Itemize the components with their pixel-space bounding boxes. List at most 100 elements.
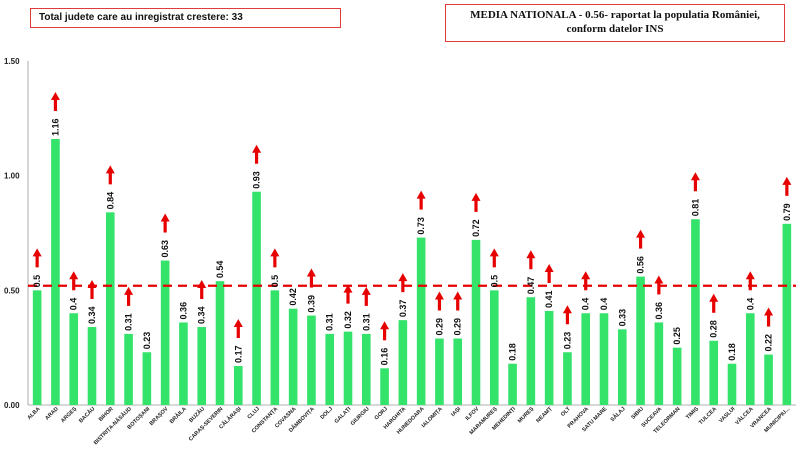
x-tick-label: TULCEA [698,406,718,426]
arrow-shaft [382,328,387,341]
increase-arrow-icon [233,319,243,339]
bar [343,331,353,405]
data-label: 0.4 [599,298,609,311]
arrow-shaft [90,287,94,300]
increase-arrow-icon [416,190,426,210]
arrow-head [306,268,316,277]
data-label: 0.84 [105,192,115,210]
increase-arrow-icon [124,286,134,306]
arrow-head [69,271,79,280]
arrow-head [526,250,536,259]
bar [508,363,517,405]
arrow-shaft [584,278,588,291]
increase-arrow-icon [709,293,719,313]
data-label: 0.31 [325,313,335,331]
bar [563,352,572,405]
arrow-head [233,319,243,328]
data-label: 0.28 [709,320,719,338]
data-label: 0.18 [727,343,737,361]
chart-title-line-1: MEDIA NATIONALA - 0.56- raportat la popu… [470,9,760,21]
data-label: 0.5 [489,275,499,288]
arrow-shaft [766,314,771,327]
increase-arrow-icon [306,268,316,288]
bar [160,260,170,405]
bar [288,308,298,405]
y-tick-label: 1.00 [4,172,20,181]
arrow-head [654,275,664,284]
data-label: 0.81 [690,199,700,217]
bar [453,338,463,405]
data-label: 0.54 [215,261,225,279]
x-tick-label: BIHOR [98,406,115,423]
arrow-shaft [693,179,698,192]
arrow-shaft [108,172,112,185]
data-label: 0.17 [233,345,243,363]
data-label: 0.4 [69,298,79,311]
bar [544,310,554,405]
increase-arrow-icon [160,213,170,233]
bar [581,313,591,405]
increase-arrow-icon [50,91,60,111]
increase-arrow-icon [434,291,444,311]
data-label: 0.93 [252,171,262,189]
data-label: 0.36 [178,302,188,320]
arrow-head [581,271,591,280]
chart-title-line-2: conform datelor INS [566,23,664,35]
arrow-head [270,248,280,257]
arrow-shaft [126,293,131,306]
increase-arrow-icon [745,271,755,291]
arrow-head [124,286,134,295]
bar [727,363,737,405]
arrow-head [690,172,700,181]
x-tick-label: SIBIU [630,406,645,421]
bar [361,333,371,405]
x-tick-label: IAȘI [450,406,462,418]
increase-arrow-icon [343,284,353,304]
arrow-head [87,280,97,289]
arrow-shaft [456,298,460,311]
increase-arrow-icon [526,250,536,270]
arrow-shaft [72,278,76,291]
increase-arrow-icon [32,248,42,268]
arrow-shaft [492,255,496,268]
x-tick-label: SĂLAJ [609,405,627,423]
arrow-shaft [35,255,39,268]
arrow-head [782,176,792,185]
data-label: 0.22 [764,334,774,352]
chart-title: MEDIA NATIONALA - 0.56- raportat la popu… [445,4,785,42]
increase-arrow-icon [690,172,700,192]
bar [105,212,115,405]
bar [270,290,280,405]
data-label: 0.63 [160,240,170,258]
arrow-shaft [163,220,167,233]
arrow-head [398,273,408,282]
data-label: 0.79 [782,203,792,221]
data-label: 0.23 [142,332,152,350]
x-tick-label: ALBA [27,406,42,421]
bar [709,340,719,405]
arrow-head [343,284,353,293]
arrow-head [764,307,774,316]
arrow-shaft [309,275,314,288]
data-label: 0.36 [654,302,664,320]
data-label: 0.33 [617,309,627,327]
data-label: 0.23 [562,332,572,350]
arrow-head [361,286,371,295]
x-tick-label: OLT [560,406,572,418]
increase-arrow-icon [270,248,280,268]
bar [233,366,243,405]
y-tick-label: 0.50 [4,286,20,295]
data-label: 0.18 [508,343,518,361]
bar [142,352,152,405]
increase-arrow-icon [581,271,591,291]
arrow-shaft [273,255,277,268]
x-tick-label: TIMIȘ [685,406,700,421]
increase-arrow-icon [544,263,554,283]
increase-arrow-icon [489,248,499,268]
x-tick-label: ARGEȘ [60,406,78,424]
data-label: 0.31 [361,313,371,331]
increase-arrow-icon [636,229,646,249]
arrow-head [434,291,444,300]
data-label: 0.31 [124,313,134,331]
bar [325,333,335,405]
